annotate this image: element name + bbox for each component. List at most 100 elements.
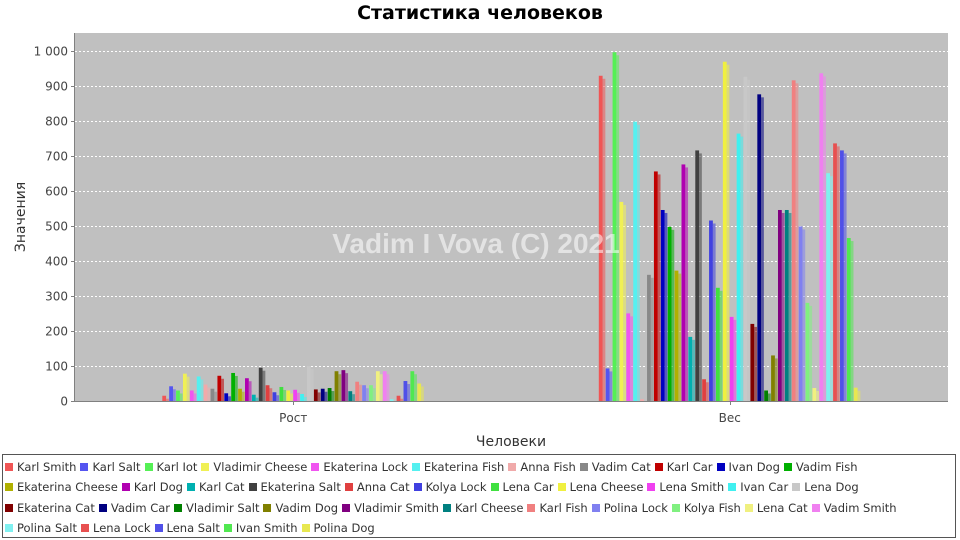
legend-label: Vladimir Smith (354, 500, 439, 515)
legend-swatch (121, 483, 130, 492)
legend-item: Vadim Cat (579, 457, 651, 477)
bar (598, 75, 603, 401)
legend-swatch (186, 483, 195, 492)
grid-lines (75, 51, 948, 367)
legend-label: Ekaterina Salt (260, 480, 341, 495)
bar-shadow (324, 391, 328, 401)
bar-shadow (602, 78, 606, 401)
legend-label: Vladimir Cheese (213, 460, 308, 474)
legend-item: Ivan Car (728, 477, 788, 497)
legend-swatch (744, 503, 753, 512)
bar (293, 389, 298, 401)
bar-shadow (400, 398, 404, 401)
legend-label: Vadim Car (110, 500, 171, 515)
bar (403, 381, 408, 401)
legend-label: Kolya Fish (683, 500, 741, 515)
bar-shadow (857, 390, 861, 401)
bar (784, 209, 789, 401)
legend-label: Vladimir Salt (186, 500, 260, 515)
legend-item: Ekaterina Cheese (5, 477, 118, 497)
legend-item: Karl Smith (5, 457, 76, 477)
legend-swatch (154, 523, 163, 532)
bar (382, 371, 387, 401)
bar-shadow (747, 79, 751, 401)
legend-swatch (413, 483, 422, 492)
bar (196, 376, 201, 401)
bar-shadow (193, 393, 197, 401)
bar (647, 274, 651, 401)
legend-swatch (783, 463, 792, 471)
y-tick-label: 900 (45, 80, 68, 94)
legend-swatch (654, 463, 663, 471)
bar (819, 73, 824, 402)
bar-shadow (166, 398, 169, 401)
legend-item: Lena Dog (792, 477, 859, 497)
bar (688, 336, 693, 401)
bar-shadow (421, 386, 424, 401)
legend-swatch (579, 463, 588, 471)
bar-shadow (768, 393, 771, 401)
bar (272, 392, 277, 401)
legend-swatch (174, 503, 183, 512)
bar-shadow (317, 392, 321, 401)
bar (833, 143, 837, 401)
legend-label: Anna Cat (356, 480, 410, 495)
y-axis-ticks: 0 100 200 300 400 500 600 700 800 900 1 000 (34, 45, 75, 409)
bar (410, 371, 415, 401)
legend-swatch (411, 463, 420, 471)
legend-item: Karl Cheese (442, 498, 523, 518)
legend-label: Ivan Dog (728, 460, 780, 474)
bar-shadow (221, 378, 224, 401)
y-tick-label: 1 000 (34, 45, 68, 59)
bar (757, 94, 762, 401)
bar-shadow (761, 97, 764, 401)
legend-item: Vadim Car (98, 498, 171, 518)
legend-label: Lena Car (502, 480, 554, 495)
bar (612, 52, 617, 401)
legend-label: Karl Cat (198, 480, 245, 495)
bar-shadow (372, 388, 376, 401)
bar-shadow (352, 394, 355, 401)
x-axis-ticks: Рост Вес (279, 401, 741, 425)
bar-shadow (276, 395, 280, 401)
bar-shadow (331, 391, 335, 401)
bar (695, 150, 700, 401)
y-tick-label: 800 (45, 115, 68, 129)
legend-label: Lena Smith (659, 480, 725, 495)
legend-label: Vadim Smith (823, 500, 897, 515)
bar (224, 393, 229, 401)
bar (667, 226, 672, 401)
legend-item: Vadim Smith (811, 498, 897, 518)
bar (826, 173, 831, 401)
bar (846, 238, 851, 401)
bar-shadow (172, 389, 176, 401)
legend-swatch (508, 463, 517, 471)
legend-swatch (311, 463, 320, 471)
legend-swatch (671, 503, 680, 512)
legend-item: Ekaterina Cat (5, 498, 95, 518)
bar-shadow (345, 373, 349, 401)
bar-shadow (671, 229, 675, 401)
bar-shadow (699, 153, 702, 401)
legend-label: Vadim Fish (795, 460, 858, 474)
bar (300, 393, 304, 401)
bar-shadow (809, 305, 813, 401)
bar-shadow (637, 124, 640, 402)
bar (265, 385, 270, 401)
legend-swatch (557, 483, 566, 492)
legend-item: Ekaterina Lock (311, 457, 408, 477)
legend-swatch (811, 503, 820, 512)
bar-shadow (338, 374, 342, 401)
legend-swatch (81, 523, 89, 532)
legend-label: Karl Iot (156, 460, 198, 474)
bar-shadow (310, 368, 314, 401)
legend-item: Ivan Dog (716, 457, 780, 477)
bar-shadow (214, 391, 218, 401)
legend-label: Lena Salt (166, 520, 220, 535)
bar-shadow (754, 326, 757, 401)
legend-label: Polina Dog (313, 520, 375, 535)
bar-shadow (609, 371, 613, 401)
bar-shadow (359, 384, 362, 401)
bar (653, 171, 658, 401)
bar (245, 378, 249, 401)
